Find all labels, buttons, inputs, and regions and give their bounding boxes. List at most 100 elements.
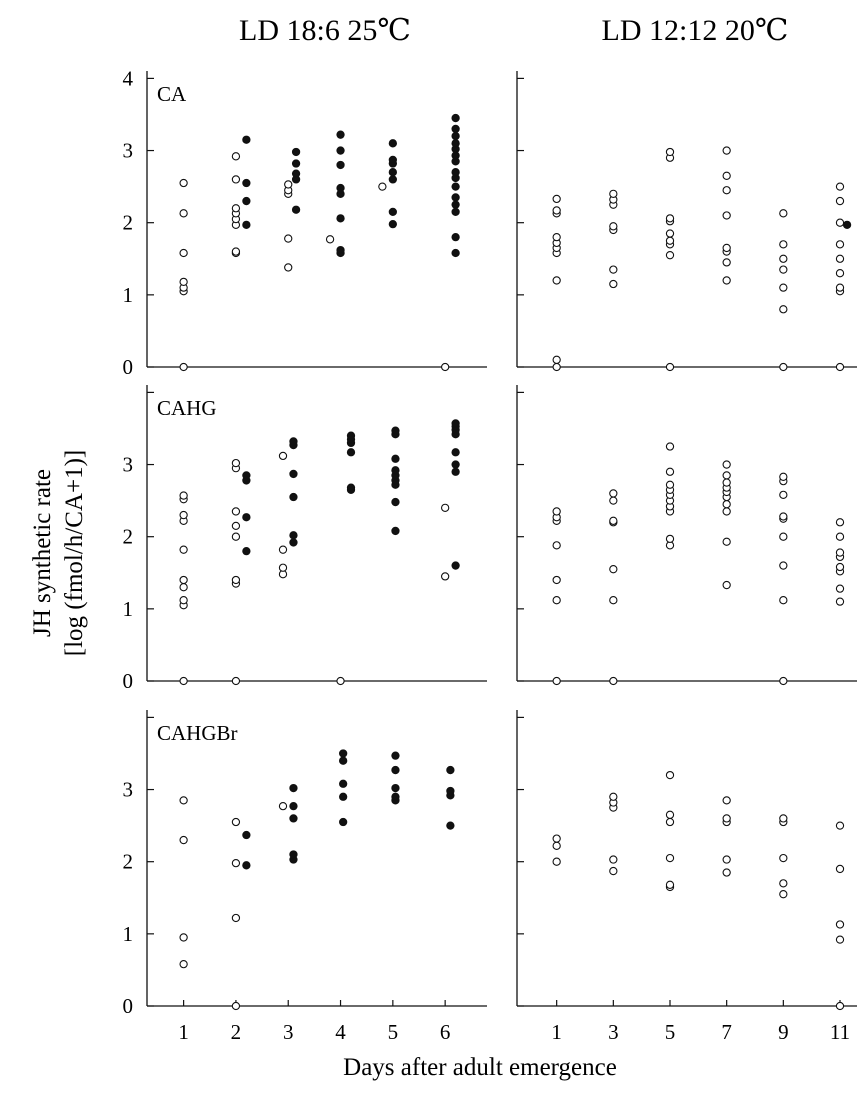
- y-tick-label: 3: [123, 453, 134, 477]
- data-point-open: [179, 510, 188, 520]
- data-point-open: [779, 305, 788, 314]
- data-point-open: [835, 532, 845, 541]
- data-point-open: [179, 933, 188, 942]
- x-tick-label: 4: [335, 1020, 346, 1044]
- data-point-filled: [391, 454, 400, 463]
- data-point-open: [179, 362, 188, 372]
- data-point-open: [278, 801, 288, 811]
- data-point-open: [552, 232, 561, 242]
- data-point-open: [179, 596, 188, 605]
- data-point-filled: [289, 469, 298, 479]
- data-point-open: [231, 817, 241, 827]
- data-point-open: [665, 770, 675, 780]
- data-point-filled: [842, 220, 852, 230]
- data-point-open: [722, 500, 731, 509]
- data-point-filled: [242, 220, 251, 230]
- data-point-open: [779, 596, 788, 605]
- data-point-filled: [289, 492, 298, 502]
- data-point-open: [179, 676, 188, 686]
- data-point-open: [231, 175, 241, 184]
- data-point-filled: [336, 146, 345, 155]
- data-point-filled: [242, 861, 251, 870]
- data-point-open: [552, 355, 561, 364]
- data-point-open: [665, 229, 675, 238]
- data-point-open: [336, 676, 345, 686]
- data-point-filled: [291, 169, 301, 178]
- data-point-open: [722, 186, 731, 195]
- data-point-open: [325, 235, 335, 244]
- data-point-open: [552, 676, 561, 686]
- data-point-open: [552, 841, 561, 850]
- data-point-open: [835, 283, 845, 292]
- panel-label: CAHG: [157, 396, 217, 420]
- data-point-open: [779, 561, 788, 570]
- data-point-open: [552, 206, 561, 215]
- data-point-filled: [336, 183, 345, 193]
- data-point-filled: [391, 426, 400, 435]
- data-point-open: [552, 362, 561, 372]
- data-point-open: [722, 276, 731, 285]
- data-point-open: [835, 562, 845, 572]
- data-point-open: [609, 489, 618, 498]
- data-point-open: [179, 277, 188, 287]
- data-point-filled: [289, 437, 298, 446]
- data-point-open: [609, 866, 618, 876]
- y-tick-label: 1: [123, 283, 134, 307]
- data-point-filled: [242, 830, 251, 840]
- data-point-filled: [242, 513, 251, 522]
- data-point-filled: [451, 448, 460, 457]
- data-point-open: [665, 467, 675, 476]
- data-point-filled: [451, 561, 460, 570]
- data-point-open: [179, 960, 188, 969]
- data-point-open: [665, 214, 675, 223]
- data-point-open: [552, 541, 561, 550]
- data-point-open: [779, 814, 788, 823]
- data-point-filled: [339, 792, 348, 801]
- data-point-open: [835, 597, 845, 606]
- data-point-open: [609, 265, 618, 274]
- data-point-open: [835, 1001, 845, 1011]
- panel-label: CAHGBr: [157, 721, 238, 745]
- data-point-open: [779, 283, 788, 292]
- data-point-filled: [289, 801, 298, 811]
- data-point-filled: [451, 419, 460, 428]
- data-point-open: [722, 478, 731, 487]
- data-point-open: [779, 265, 788, 274]
- data-point-filled: [451, 168, 460, 177]
- y-tick-label: 1: [123, 922, 134, 946]
- data-point-open: [722, 796, 731, 805]
- data-point-open: [722, 507, 731, 516]
- x-tick-label: 6: [440, 1020, 451, 1044]
- data-point-filled: [336, 130, 345, 139]
- data-point-open: [231, 575, 241, 585]
- data-point-filled: [388, 207, 397, 217]
- x-tick-label: 1: [551, 1020, 562, 1044]
- x-tick-label: 3: [608, 1020, 619, 1044]
- data-point-filled: [291, 147, 301, 157]
- y-tick-label: 0: [123, 355, 134, 379]
- data-point-open: [835, 269, 845, 278]
- data-point-open: [179, 178, 188, 188]
- data-point-open: [835, 182, 845, 191]
- data-point-filled: [388, 139, 397, 148]
- data-point-open: [722, 868, 731, 877]
- data-point-open: [835, 196, 845, 206]
- data-point-open: [378, 182, 387, 191]
- data-point-open: [779, 676, 788, 686]
- data-point-open: [722, 460, 731, 469]
- data-point-open: [665, 534, 675, 544]
- data-point-open: [609, 565, 618, 574]
- data-point-open: [722, 243, 731, 253]
- x-tick-label: 1: [178, 1020, 189, 1044]
- data-point-filled: [391, 765, 400, 775]
- data-point-filled: [291, 205, 301, 214]
- data-point-open: [179, 796, 188, 805]
- data-point-filled: [388, 175, 397, 184]
- data-point-open: [284, 180, 293, 189]
- data-point-open: [552, 276, 561, 285]
- y-axis-title: JH synthetic rate [log (fmol/h/CA+1)]: [29, 450, 88, 656]
- data-point-open: [835, 864, 845, 874]
- data-point-open: [779, 512, 788, 521]
- x-tick-label: 2: [231, 1020, 242, 1044]
- x-tick-label: 5: [665, 1020, 676, 1044]
